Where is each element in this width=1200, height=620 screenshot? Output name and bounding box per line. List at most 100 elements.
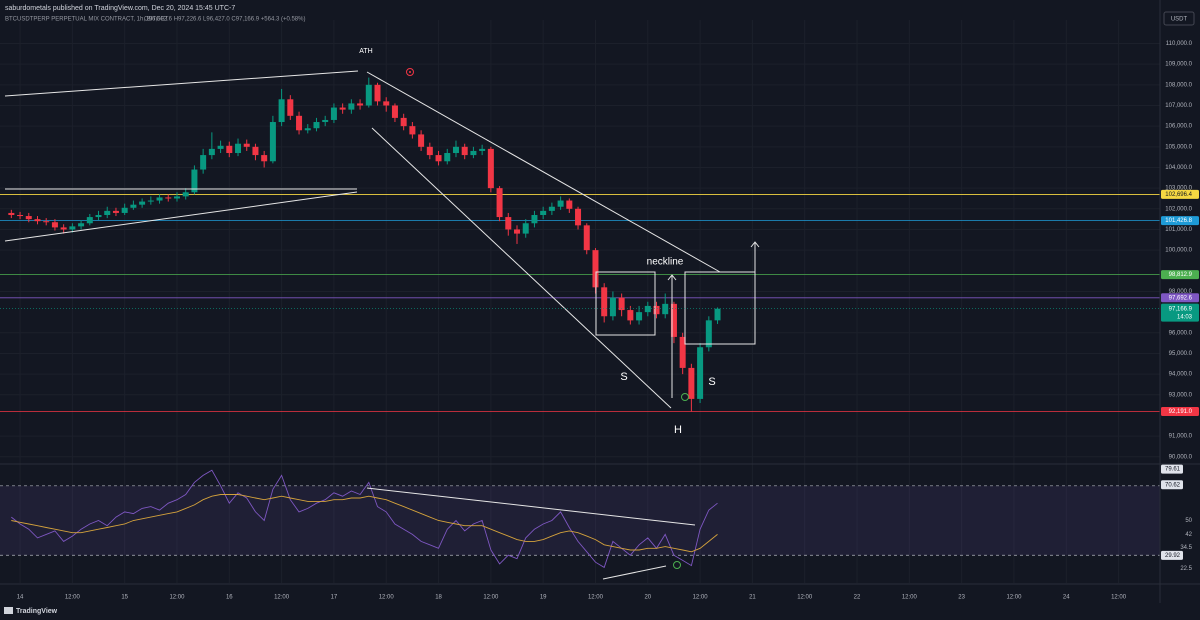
candle-body [557,200,564,207]
x-tick-label: 19 [540,595,547,601]
candle-body [618,297,625,311]
candle-body [418,134,425,147]
y-tick-label: 105,000.0 [1165,144,1192,150]
symbol: BTCUSDTPERP PERPETUAL MIX CONTRACT, 1h, … [5,17,169,23]
x-tick-label: 14 [17,595,24,601]
level-label: 102,696.4 [1165,192,1192,198]
candle-body [365,84,372,106]
candle-body [34,219,41,222]
y-tick-label: 91,000.0 [1169,434,1193,440]
candle-body [313,122,320,129]
y-tick-label: 104,000.0 [1165,165,1192,171]
marker [409,71,411,73]
candle-body [391,105,398,118]
value-tag-label: 29.92 [1165,553,1181,559]
marker [673,561,681,569]
level-label: 97,692.6 [1169,295,1193,301]
candle-body [714,308,721,321]
candle-body [705,320,712,348]
x-tick-label: 24 [1063,595,1070,601]
y-tick-label: 34.5 [1180,545,1192,551]
level-tag [1161,270,1199,280]
x-tick-label: 12:00 [693,595,709,601]
candle-body [8,212,15,216]
candle-body [191,169,198,193]
annotation: neckline [647,257,684,268]
candle-body [104,210,111,216]
value-tag-label: 70.62 [1165,482,1181,488]
y-tick-label: 95,000.0 [1169,351,1193,357]
last-price-tag [1161,303,1199,322]
candle-body [235,143,242,154]
candle-body [470,150,477,156]
annotation: S [708,376,715,388]
candle-body [400,117,407,127]
candle-body [261,155,268,162]
marker [406,68,414,76]
y-tick-label: 100,000.0 [1165,248,1192,254]
candle-body [357,103,364,106]
x-tick-label: 12:00 [797,595,813,601]
candle-body [165,197,172,199]
candle-body [383,101,390,106]
annotation: ATH [359,48,372,55]
rsi-pane [0,469,1160,569]
y-tick-label: 93,000.0 [1169,392,1193,398]
trendline [366,71,721,273]
candle-body [121,207,128,213]
candle-body [636,312,643,321]
candle-body [217,145,224,149]
candle-body [644,305,651,313]
box [684,271,756,345]
trendline [366,487,696,526]
candle-body [95,215,102,218]
candle-body [60,227,67,230]
y-tick-label: 102,000.0 [1165,206,1192,212]
level-tag [1161,406,1199,416]
footer: TradingView [16,608,58,615]
candle-body [339,107,346,110]
value-tag [1161,550,1183,560]
x-tick-label: 12:00 [65,595,81,601]
countdown: 14:03 [1177,314,1193,320]
x-tick-label: 12:00 [1111,595,1127,601]
level-label: 101,426.8 [1165,218,1192,224]
candle-body [243,143,250,147]
level-tag [1161,293,1199,303]
candle-body [374,84,381,102]
box [595,271,656,336]
y-tick-label: 22.5 [1180,566,1192,572]
candle-body [173,196,180,199]
candle-body [252,146,259,156]
logo: TradingView [4,607,58,615]
marker [681,393,689,401]
level-label: 98,812.9 [1169,272,1193,278]
candle-body [112,210,119,213]
candle-body [226,145,233,154]
candle-body [322,119,329,123]
y-tick-label: 106,000.0 [1165,124,1192,130]
candle-body [662,303,669,315]
candle-body [43,221,50,223]
candle-body [348,103,355,110]
candle-body [670,303,677,337]
candle-body [522,223,529,234]
candle-body [487,148,494,189]
candle-body [69,226,76,230]
x-tick-label: 17 [331,595,338,601]
x-tick-label: 12:00 [169,595,185,601]
x-tick-label: 12:00 [274,595,290,601]
candle-body [444,153,451,162]
candle-body [156,197,163,201]
annotation: H [674,424,682,436]
candle-body [269,122,276,162]
y-tick-label: 108,000.0 [1165,82,1192,88]
unit-box [1163,11,1195,26]
drawings [4,68,760,580]
candle-body [505,217,512,230]
candles [8,77,721,412]
x-tick-label: 12:00 [902,595,918,601]
candle-body [409,126,416,135]
